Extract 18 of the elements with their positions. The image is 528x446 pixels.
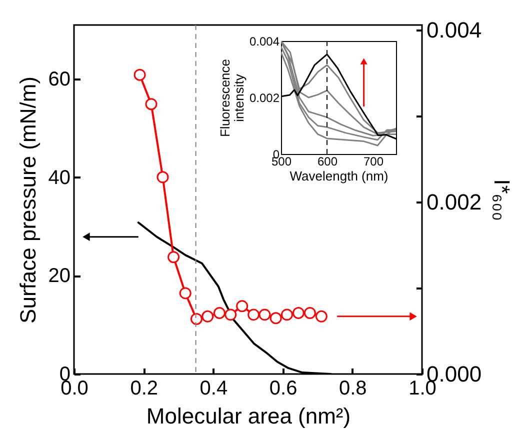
y-tick-label: 40 (48, 166, 70, 189)
y-tick-label: 60 (48, 68, 70, 91)
y2-tick-label: 0.004 (426, 18, 482, 43)
y2-tick-label: 0.002 (426, 190, 482, 215)
y-tick-label: 20 (48, 265, 70, 288)
y-axis-title: Fluorescence intensity (217, 58, 246, 138)
x-tick-label: 700 (363, 154, 384, 168)
x-axis-title: Wavelength (nm) (290, 168, 388, 184)
y-axis-title: Surface pressure (mN/m) (15, 76, 40, 324)
y-tick-label: 0.004 (249, 34, 280, 48)
x-tick-label: 0.2 (130, 378, 158, 400)
x-tick-label: 0.8 (338, 378, 367, 400)
y2-axis-title: I*₆₀₀ (490, 179, 515, 221)
x-tick-label: 600 (317, 154, 338, 168)
x-axis-title: Molecular area (nm²) (146, 404, 351, 428)
y-tick-label: 0.002 (249, 91, 280, 105)
x-tick-label: 0.6 (269, 378, 298, 400)
x-tick-label: 0.4 (200, 378, 228, 400)
